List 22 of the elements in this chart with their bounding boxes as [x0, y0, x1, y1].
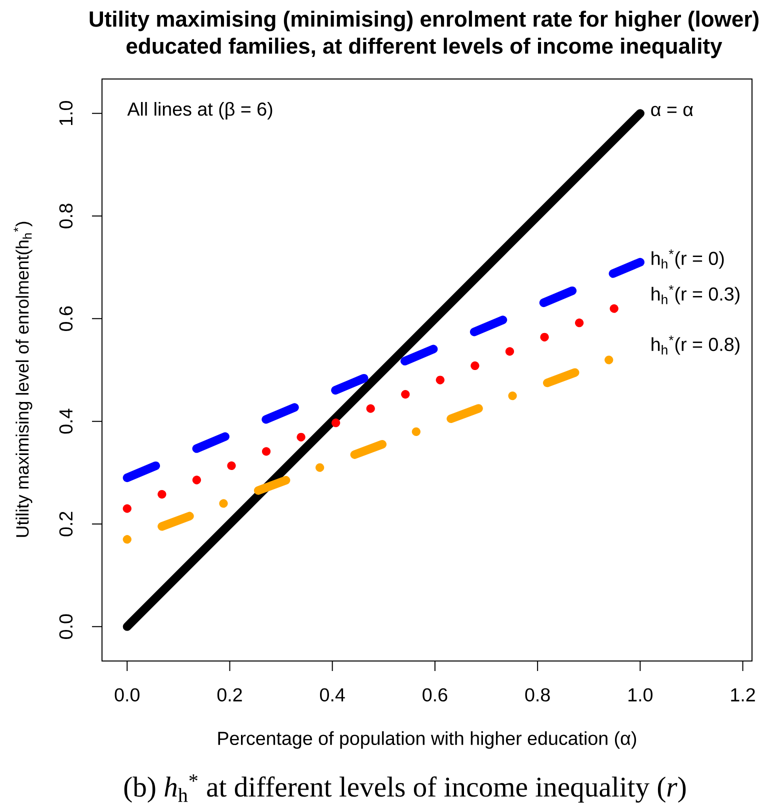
annotation: All lines at (β = 6) — [127, 102, 272, 120]
y-tick-label: 0.6 — [59, 306, 73, 332]
x-tick-label: 0.8 — [525, 688, 550, 702]
x-tick-label: 1.0 — [628, 688, 652, 702]
y-tick-label: 0.8 — [59, 204, 73, 228]
series-label: α = α — [651, 106, 693, 116]
x-tick-label: 1.2 — [731, 688, 755, 702]
x-tick-label: 0.6 — [422, 688, 448, 702]
x-tick-label: 0.2 — [217, 688, 242, 702]
x-tick-label: 0.0 — [114, 688, 140, 702]
series-label: h$_{h}$$^{*}$(r = 0.3) — [652, 285, 740, 304]
y-tick-label: 0.0 — [59, 614, 73, 639]
text: (b) h$_{h}$$^{*}$ at different levels of income inequality (r) — [124, 774, 686, 803]
series-label: h$_{h}$$^{*}$(r = 0) — [652, 250, 724, 269]
y-tick-label: 0.2 — [59, 512, 73, 536]
x-axis-title: Percentage of population with higher education (α) — [218, 731, 636, 749]
chart-title: Utility maximising (minimising) enrolment rate for higher (lower) educated families, at different levels of income inequality — [90, 10, 758, 58]
x-tick-label: 0.4 — [320, 688, 345, 702]
text: h$_{h}$$^{*}$(r = 0.8) — [652, 336, 740, 355]
y-tick-label: 0.4 — [59, 408, 73, 434]
y-axis-title: Utility maximising level of enrolment(h$_{h}$$^{*}$) — [14, 222, 32, 537]
y-tick-label: 1.0 — [59, 101, 73, 126]
